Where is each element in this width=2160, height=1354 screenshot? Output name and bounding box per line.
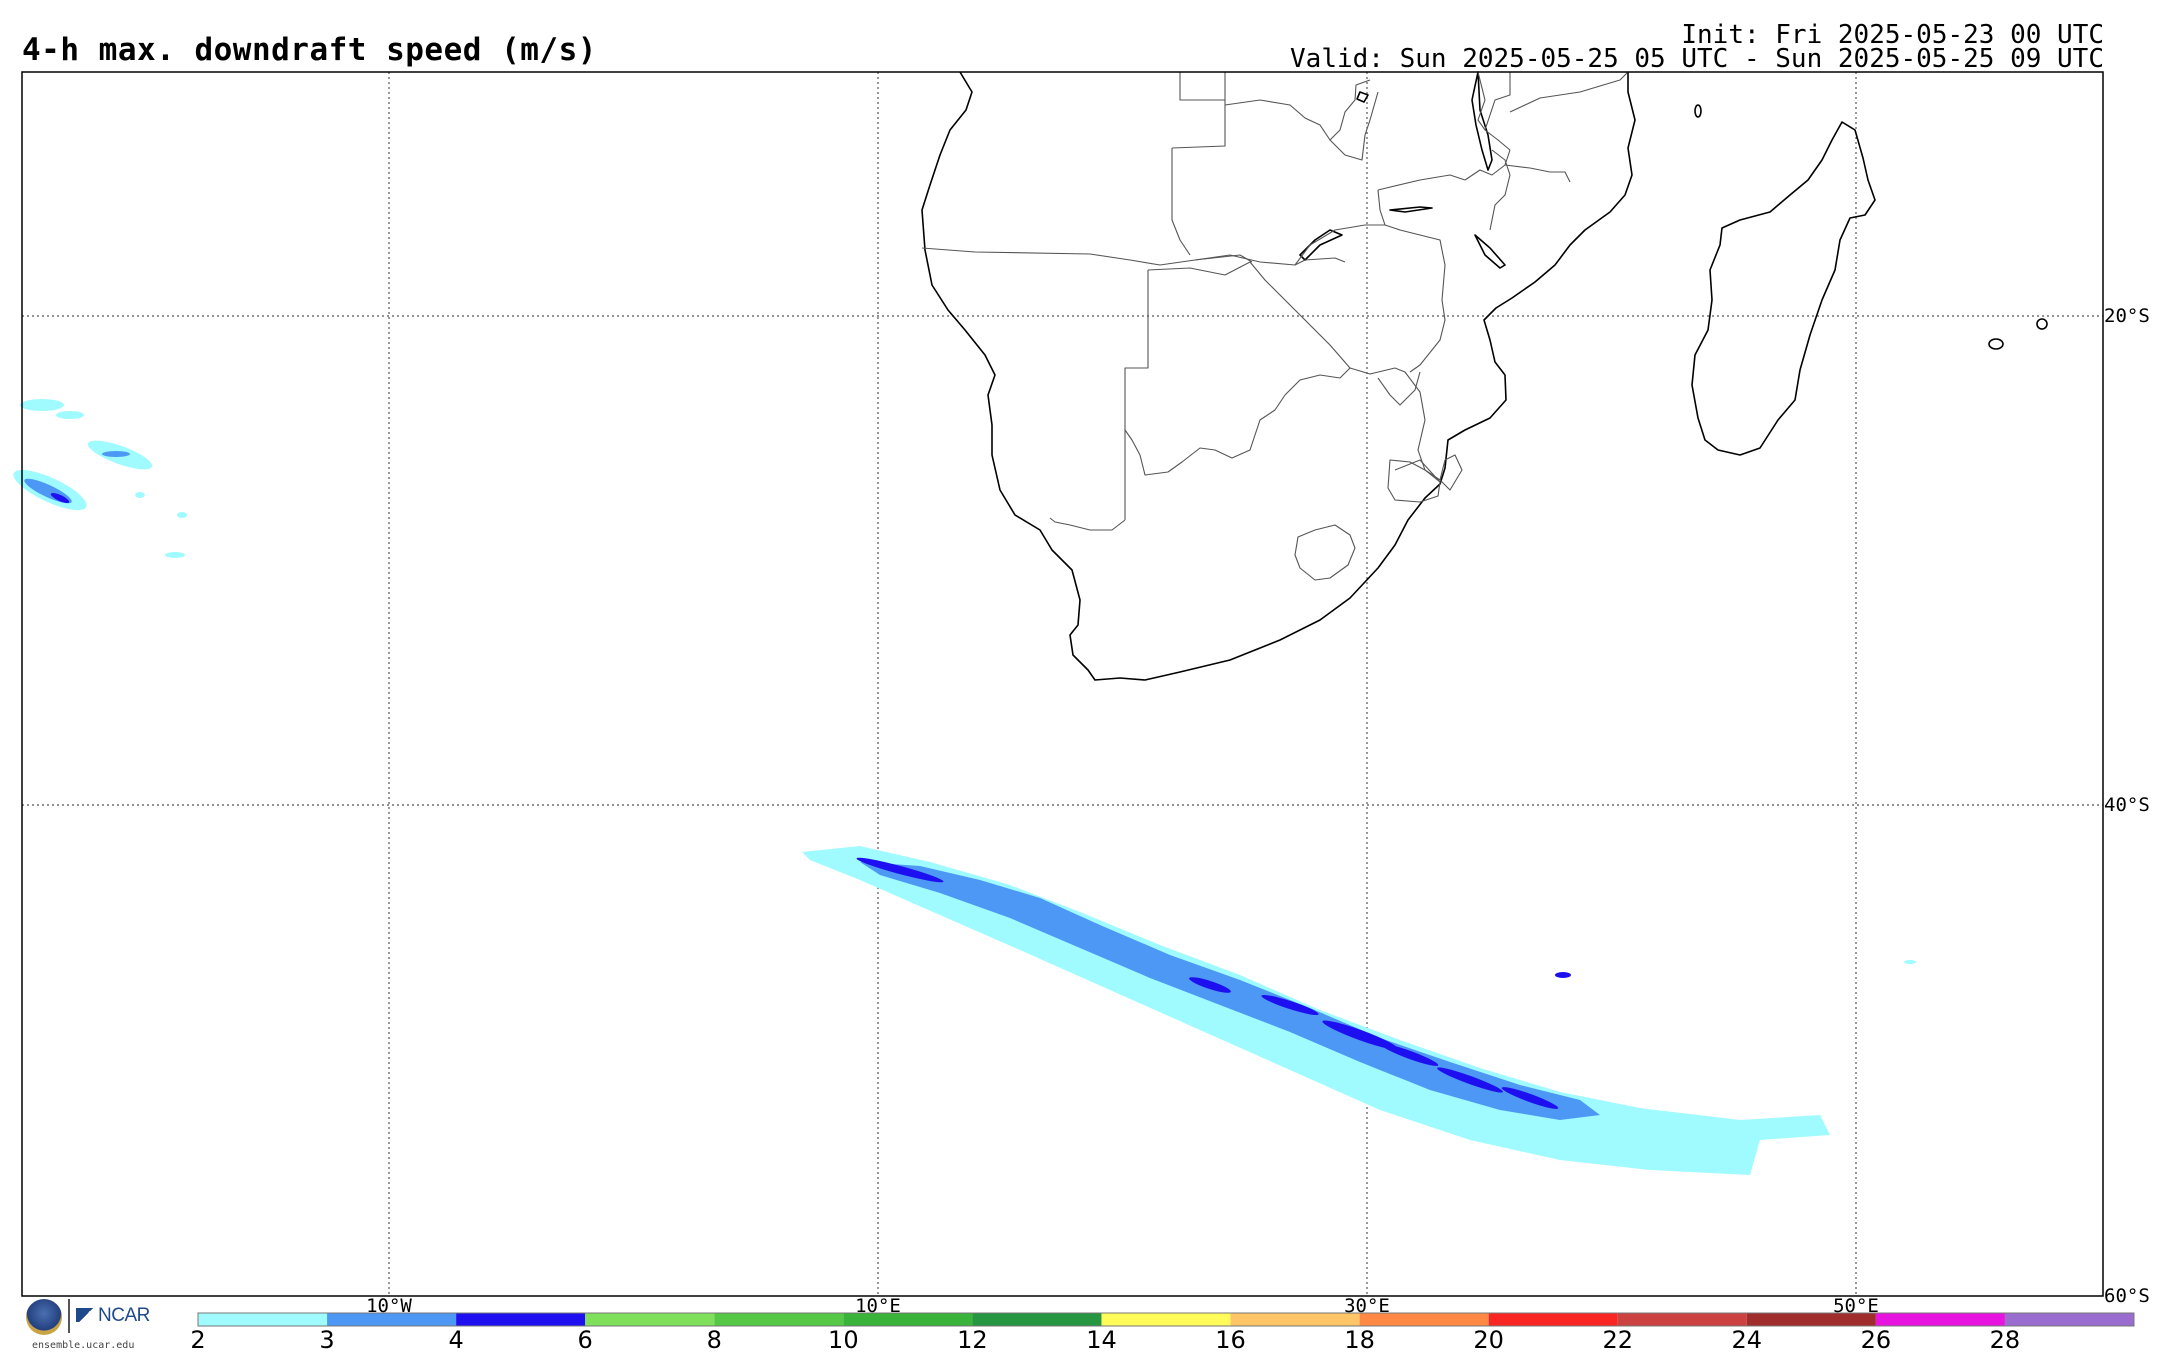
lon-labels: 10°W 10°E 30°E 50°E: [366, 1295, 1879, 1317]
map-frame: [21, 71, 2104, 1297]
colorbar-swatch: [972, 1313, 1102, 1326]
colorbar-tick-label: 20: [1473, 1326, 1504, 1354]
nsf-seal-icon: [26, 1299, 62, 1335]
colorbar-swatch: [327, 1313, 457, 1326]
colorbar-tick-label: 14: [1086, 1326, 1117, 1354]
lon-label-10w: 10°W: [366, 1295, 412, 1317]
coastlines: [921, 71, 2048, 681]
colorbar-swatch: [198, 1313, 328, 1326]
downdraft-field-west: [13, 399, 187, 558]
lake-victoria-coastline: [1356, 91, 1369, 103]
country-borders: [921, 71, 1629, 581]
colorbar-tick-label: 12: [957, 1326, 988, 1354]
colorbar-swatch: [456, 1313, 586, 1326]
ncar-wordmark-text: NCAR: [98, 1305, 150, 1326]
colorbar-tick-label: 10: [828, 1326, 859, 1354]
colorbar-tick-label: 4: [448, 1326, 463, 1354]
reunion-coastline: [2036, 318, 2048, 330]
ensemble-url: ensemble.ucar.edu: [32, 1340, 135, 1351]
colorbar-tick-label: 28: [1990, 1326, 2021, 1354]
colorbar-tick-label: 24: [1732, 1326, 1763, 1354]
colorbar-tick-label: 8: [707, 1326, 722, 1354]
colorbar-swatch: [1230, 1313, 1360, 1326]
colorbar: 2 3 4 6 8 10 12 14 16 18 20 22 24 26 28: [190, 1312, 2135, 1354]
lon-label-50e: 50°E: [1833, 1295, 1879, 1317]
lat-labels: 20°S 40°S 60°S: [2104, 305, 2150, 1307]
lake-tanganyika-coastline: [1474, 234, 1506, 269]
ncar-mark-icon: [76, 1308, 96, 1322]
colorbar-frame: [197, 1312, 2135, 1327]
lake-kariba-coastline: [1299, 229, 1343, 261]
graticule: [22, 72, 2103, 1296]
colorbar-tick-label: 6: [578, 1326, 593, 1354]
ncar-logo: NCAR ensemble.ucar.edu: [22, 1297, 162, 1353]
comoros-coastline: [1694, 104, 1702, 118]
colorbar-swatch: [2004, 1313, 2134, 1326]
lake-malawi-coastline: [1471, 71, 1493, 171]
colorbar-swatch: [1101, 1313, 1231, 1326]
colorbar-tick-label: 22: [1602, 1326, 1633, 1354]
colorbar-swatch: [714, 1313, 844, 1326]
lat-label-60s: 60°S: [2104, 1285, 2150, 1307]
colorbar-swatch: [585, 1313, 715, 1326]
colorbar-swatch: [843, 1313, 973, 1326]
colorbar-tick-label: 16: [1215, 1326, 1246, 1354]
colorbar-tick-label: 26: [1861, 1326, 1892, 1354]
colorbar-tick-label: 2: [190, 1326, 205, 1354]
madagascar-coastline: [1691, 121, 1876, 456]
colorbar-swatch: [1617, 1313, 1747, 1326]
logo-divider: [68, 1299, 70, 1333]
colorbar-swatch: [1359, 1313, 1489, 1326]
africa-coastline: [921, 71, 1636, 681]
mauritius-coastline: [1988, 338, 2004, 350]
init-time: Init: Fri 2025-05-23 00 UTC: [1681, 20, 2104, 50]
ncar-wordmark: NCAR: [76, 1305, 150, 1327]
colorbar-tick-label: 3: [319, 1326, 334, 1354]
valid-time: Valid: Sun 2025-05-25 05 UTC - Sun 2025-…: [1290, 44, 2104, 74]
colorbar-swatch: [1488, 1313, 1618, 1326]
colorbar-swatch: [1875, 1313, 2005, 1326]
lon-label-10e: 10°E: [855, 1295, 901, 1317]
lat-label-20s: 20°S: [2104, 305, 2150, 327]
downdraft-field-main: [802, 846, 1916, 1175]
lat-label-40s: 40°S: [2104, 794, 2150, 816]
lon-label-30e: 30°E: [1344, 1295, 1390, 1317]
map-title: 4-h max. downdraft speed (m/s): [22, 32, 597, 68]
lake-cahora-bassa-coastline: [1389, 206, 1433, 213]
colorbar-swatch: [1746, 1313, 1876, 1326]
colorbar-tick-label: 18: [1344, 1326, 1375, 1354]
